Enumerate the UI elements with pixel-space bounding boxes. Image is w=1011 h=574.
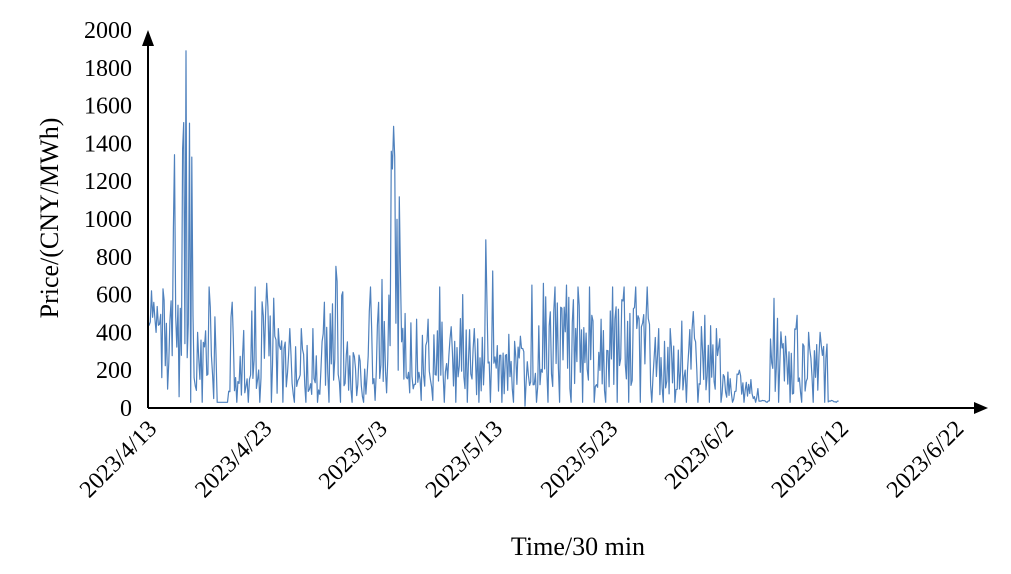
y-axis-title: Price/(CNY/MWh) (35, 118, 64, 319)
x-tick-label: 2023/5/3 (314, 416, 393, 495)
y-tick-label: 1600 (84, 94, 132, 120)
y-tick-label: 1200 (84, 169, 132, 195)
x-axis-title: Time/30 min (511, 532, 645, 561)
y-tick-label: 200 (96, 358, 132, 384)
y-tick-label: 1400 (84, 131, 132, 157)
price-line (147, 50, 839, 407)
x-tick-label: 2023/6/22 (882, 416, 969, 503)
price-series-line (147, 50, 839, 407)
x-tick-label: 2023/5/23 (536, 416, 623, 503)
y-tick-label: 800 (96, 245, 132, 271)
y-tick-label: 1000 (84, 207, 132, 233)
y-tick-label: 0 (120, 396, 132, 422)
x-tick-labels: 2023/4/13 2023/4/23 2023/5/3 2023/5/13 2023/… (75, 416, 969, 503)
y-tick-label: 400 (96, 320, 132, 346)
x-tick-label: 2023/4/23 (190, 416, 277, 503)
x-tick-label: 2023/6/2 (660, 416, 739, 495)
y-tick-labels: 0 200 400 600 800 1000 1200 1400 1600 1800 2000 (84, 18, 132, 422)
x-tick-label: 2023/5/13 (421, 416, 508, 503)
y-tick-label: 600 (96, 283, 132, 309)
y-tick-label: 1800 (84, 56, 132, 82)
x-tick-label: 2023/6/12 (767, 416, 854, 503)
y-tick-label: 2000 (84, 18, 132, 44)
x-axis-arrow-icon (974, 402, 988, 414)
y-axis-arrow-icon (142, 30, 154, 46)
x-tick-label: 2023/4/13 (75, 416, 162, 503)
